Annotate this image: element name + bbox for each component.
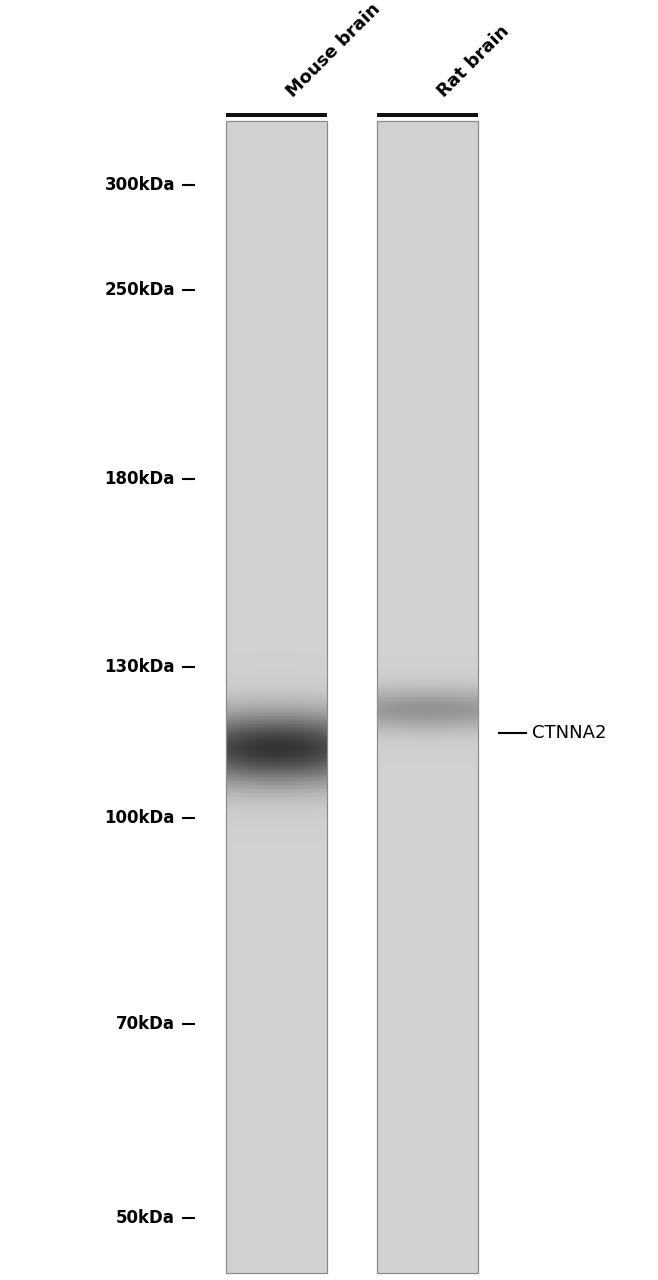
Bar bbox=[376, 122, 478, 1272]
Bar bbox=[226, 105, 328, 116]
Text: 100kDa: 100kDa bbox=[105, 809, 175, 827]
Text: 130kDa: 130kDa bbox=[105, 658, 175, 676]
Bar bbox=[226, 122, 328, 1272]
Text: 70kDa: 70kDa bbox=[116, 1015, 175, 1033]
Text: 300kDa: 300kDa bbox=[105, 175, 175, 193]
Text: CTNNA2: CTNNA2 bbox=[532, 723, 607, 741]
Text: 50kDa: 50kDa bbox=[116, 1208, 175, 1226]
Bar bbox=[376, 105, 478, 116]
Text: 250kDa: 250kDa bbox=[105, 280, 175, 300]
Bar bbox=[226, 122, 328, 1272]
Text: Rat brain: Rat brain bbox=[434, 22, 513, 100]
Text: 180kDa: 180kDa bbox=[105, 470, 175, 488]
Bar bbox=[376, 122, 478, 1272]
Text: Mouse brain: Mouse brain bbox=[283, 0, 384, 100]
